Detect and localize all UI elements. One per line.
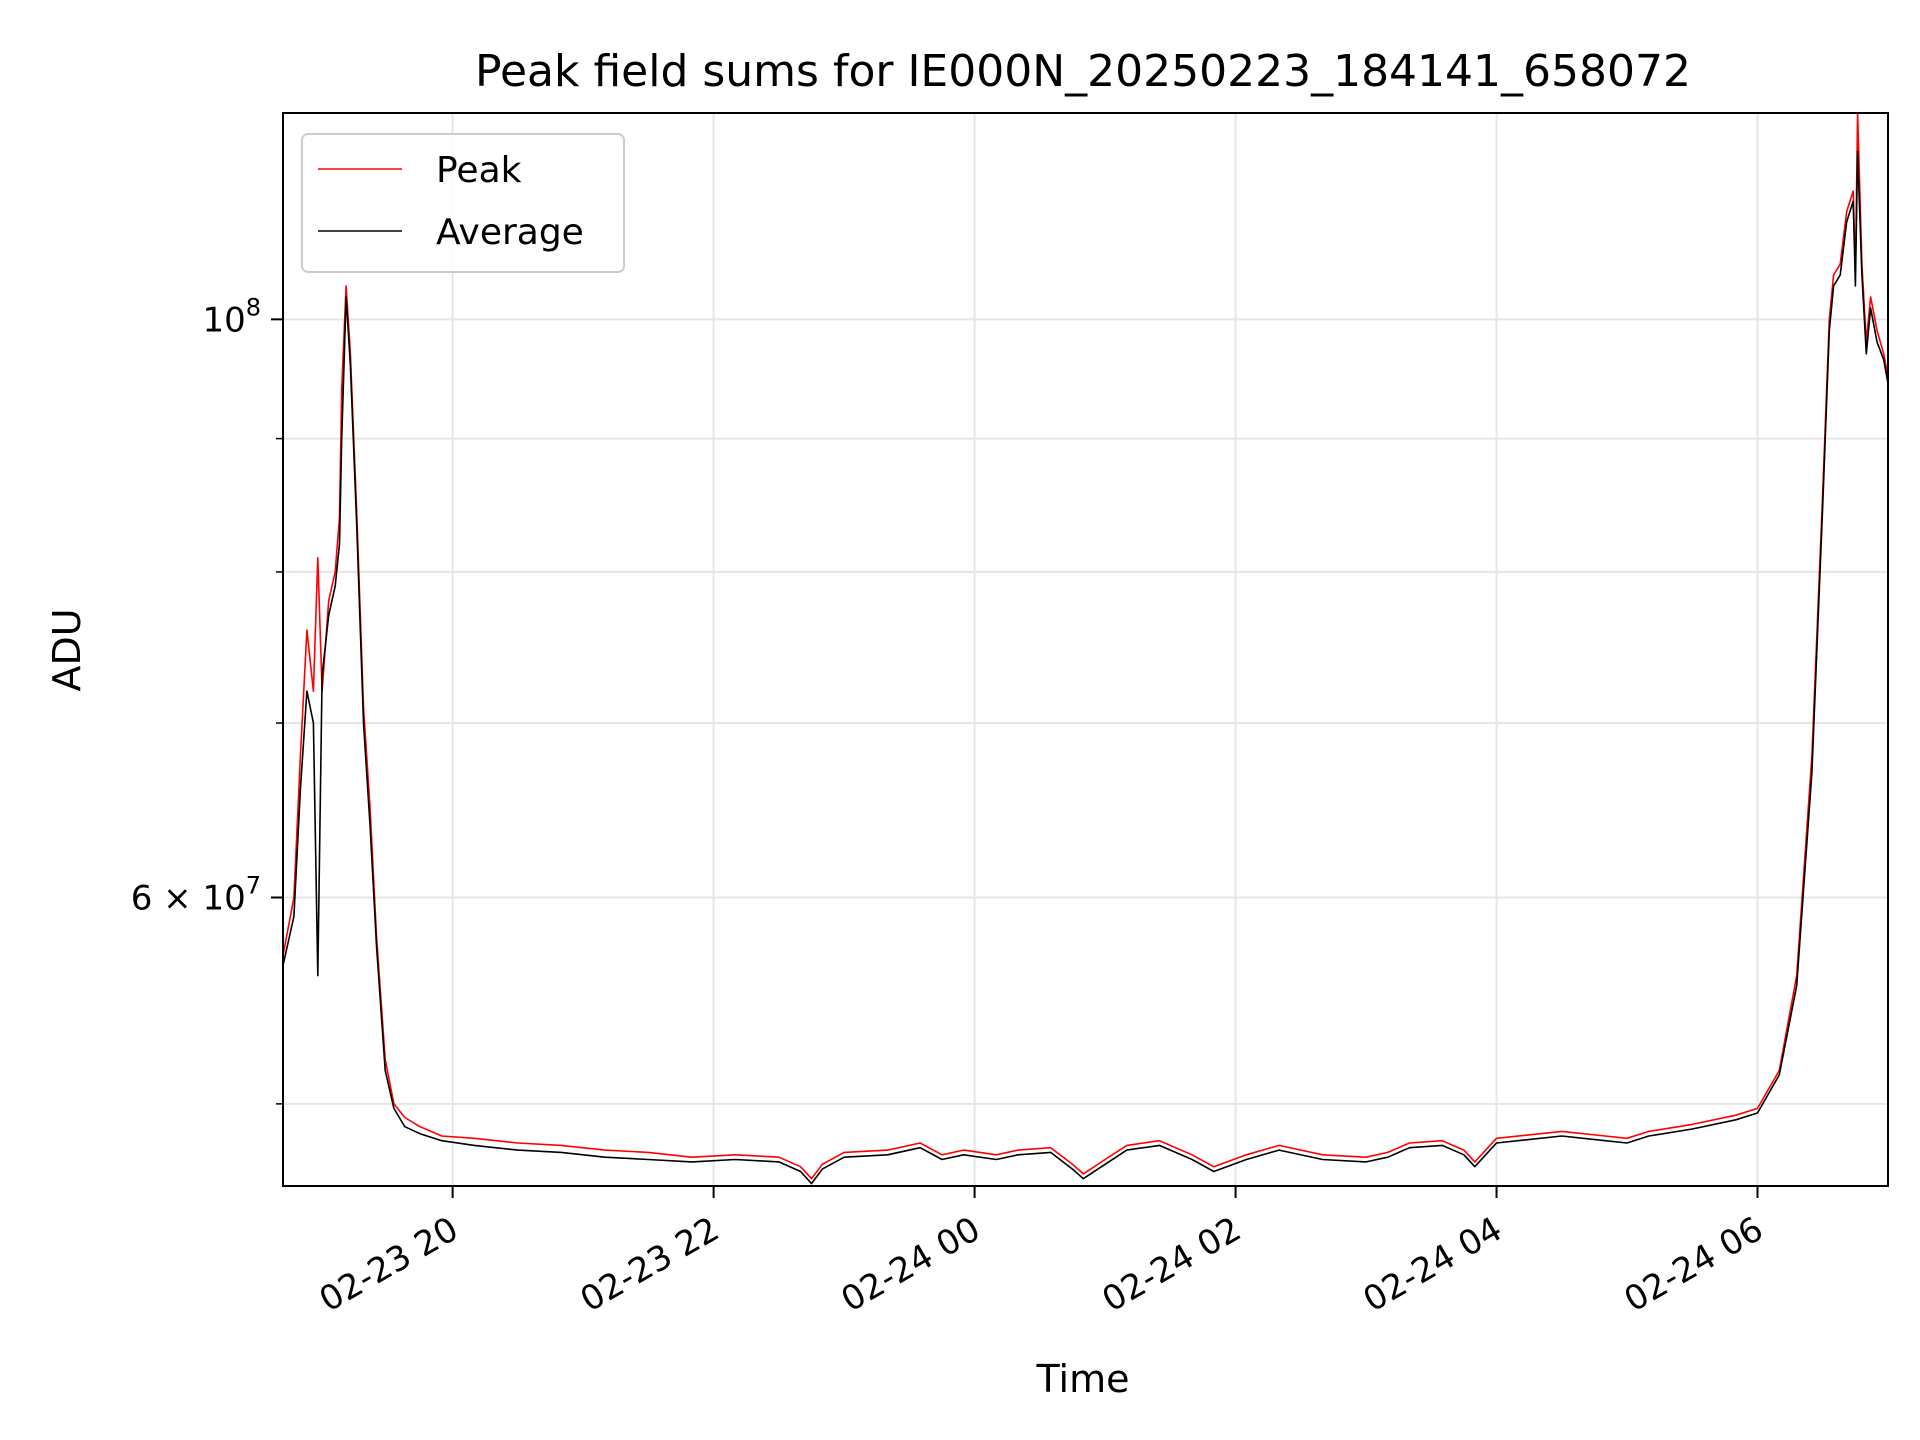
plot-series [282, 112, 1889, 1185]
grid-lines [283, 113, 1888, 1186]
plot-frame [282, 112, 1889, 1187]
y-tick-label: 108 [202, 293, 261, 340]
legend-label-average: Average [436, 212, 584, 253]
chart-title: Peak field sums for IE000N_20250223_1841… [475, 46, 1691, 97]
y-tick-label: 6 × 107 [131, 872, 261, 919]
legend: Peak Average [301, 133, 625, 273]
y-tick-label-exponent: 7 [246, 872, 261, 900]
y-tick-label-base: 10 [202, 300, 245, 340]
series-line-average [282, 150, 1889, 1185]
x-axis-label: Time [1036, 1357, 1130, 1401]
y-tick-label-multiplier: 6 × [131, 879, 203, 919]
y-axis-label: ADU [45, 608, 89, 691]
y-tick-label-base: 10 [202, 879, 245, 919]
y-tick-label-exponent: 8 [246, 293, 261, 321]
legend-label-peak: Peak [436, 150, 522, 191]
